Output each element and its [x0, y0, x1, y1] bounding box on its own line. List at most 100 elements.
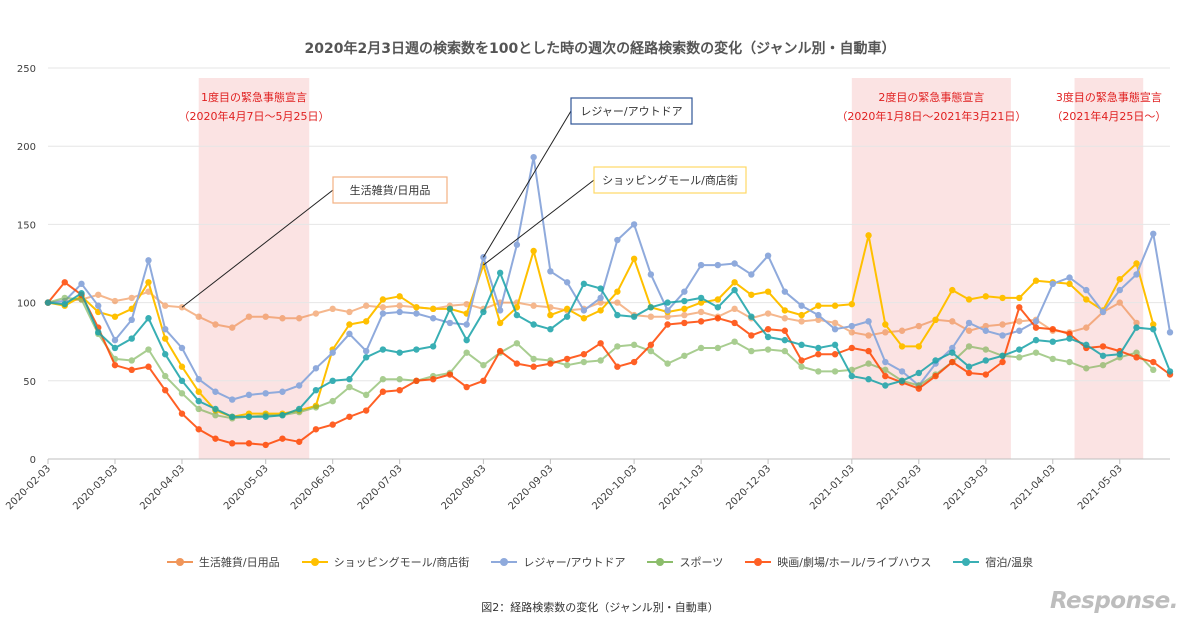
data-point	[681, 311, 688, 319]
data-point	[396, 386, 403, 394]
data-point	[865, 318, 872, 325]
data-point	[764, 325, 772, 333]
data-point	[630, 341, 638, 349]
data-point	[1133, 349, 1140, 356]
data-point	[697, 318, 705, 325]
data-point	[848, 322, 856, 330]
data-point	[798, 318, 805, 325]
data-point	[1016, 318, 1023, 325]
legend: 生活雑貨/日用品 ショッピングモール/商店街 レジャー/アウトドア スポーツ 映画/劇場…	[0, 554, 1200, 570]
data-point	[346, 330, 353, 338]
data-point	[647, 304, 655, 311]
data-point	[346, 413, 353, 420]
data-point	[1133, 319, 1140, 327]
data-point	[229, 396, 236, 403]
data-point	[865, 332, 872, 339]
y-axis-ticks: 0 50 100 150 200 250	[17, 64, 36, 466]
data-point	[245, 440, 253, 447]
data-point	[563, 313, 571, 320]
data-point	[630, 313, 638, 320]
data-point	[1016, 304, 1023, 311]
data-point	[379, 376, 387, 383]
data-point	[1083, 286, 1090, 294]
legend-label: 宿泊/温泉	[985, 556, 1034, 569]
data-point	[1099, 308, 1107, 316]
data-point	[162, 325, 169, 333]
data-point	[111, 344, 119, 352]
data-point	[932, 316, 939, 324]
data-point	[647, 341, 655, 349]
data-point	[329, 305, 336, 313]
data-point	[262, 441, 269, 449]
data-point	[882, 366, 889, 374]
data-point	[831, 302, 839, 309]
data-point	[999, 321, 1006, 328]
data-point	[530, 302, 537, 309]
x-tick-label: 2020-05-03	[222, 463, 271, 512]
data-point	[831, 341, 839, 349]
data-point	[1049, 280, 1056, 288]
data-point	[128, 366, 135, 374]
data-point	[697, 344, 705, 352]
series-lines	[44, 153, 1174, 449]
data-point	[262, 413, 269, 420]
data-point	[681, 305, 688, 313]
x-tick-label: 2020-04-03	[138, 463, 187, 512]
shaded-period-labels: 1度目の緊急事態宣言 （2020年4月7日～5月25日） 2度目の緊急事態宣言 （20…	[178, 90, 1166, 123]
data-point	[1066, 274, 1073, 281]
data-point	[446, 371, 454, 378]
data-point	[898, 327, 906, 334]
data-point	[664, 360, 671, 367]
callout-label: ショッピングモール/商店街	[602, 173, 738, 187]
data-point	[949, 358, 956, 366]
data-point	[61, 294, 68, 302]
gridlines	[48, 67, 1170, 460]
data-point	[396, 293, 403, 300]
data-point	[547, 268, 554, 275]
data-point	[195, 426, 202, 433]
data-point	[128, 335, 135, 342]
data-point	[1066, 330, 1073, 338]
callout-label: 生活雑貨/日用品	[350, 183, 431, 197]
data-point	[78, 290, 85, 297]
period-label-title: 2度目の緊急事態宣言	[878, 90, 984, 104]
data-point	[162, 351, 169, 358]
data-point	[429, 315, 437, 322]
data-point	[1166, 368, 1174, 375]
data-point	[949, 286, 956, 294]
data-point	[614, 288, 621, 295]
data-point	[312, 404, 320, 411]
data-point	[714, 304, 722, 311]
data-point	[697, 299, 705, 306]
shaded-period-1	[198, 78, 310, 459]
callout-label: レジャー/アウトドア	[580, 105, 682, 118]
data-point	[815, 351, 822, 358]
data-point	[396, 349, 403, 356]
x-tick-label: 2020-08-03	[440, 463, 489, 512]
data-point	[798, 363, 805, 370]
data-point	[781, 327, 789, 334]
data-point	[530, 247, 537, 255]
series-1	[44, 288, 1140, 339]
data-point	[865, 376, 872, 383]
data-point	[329, 377, 336, 384]
data-point	[245, 413, 253, 420]
data-point	[178, 410, 186, 417]
data-point	[145, 257, 152, 264]
data-point	[714, 344, 722, 352]
legend-swatch	[745, 557, 772, 567]
data-point	[513, 340, 521, 347]
data-point	[362, 407, 370, 414]
data-point	[212, 412, 219, 419]
data-point	[815, 311, 822, 319]
period-label-dates: （2021年4月25日～）	[1051, 109, 1166, 123]
data-point	[965, 343, 973, 350]
x-axis-ticks: 2020-02-03 2020-03-03 2020-04-03 2020-05-03…	[4, 459, 1125, 512]
data-point	[664, 299, 671, 306]
data-point	[1166, 329, 1174, 336]
y-tick-label: 200	[17, 142, 36, 153]
data-point	[379, 346, 387, 353]
x-tick-label: 2020-06-03	[289, 463, 338, 512]
shaded-periods	[198, 78, 1144, 459]
data-point	[915, 343, 923, 350]
